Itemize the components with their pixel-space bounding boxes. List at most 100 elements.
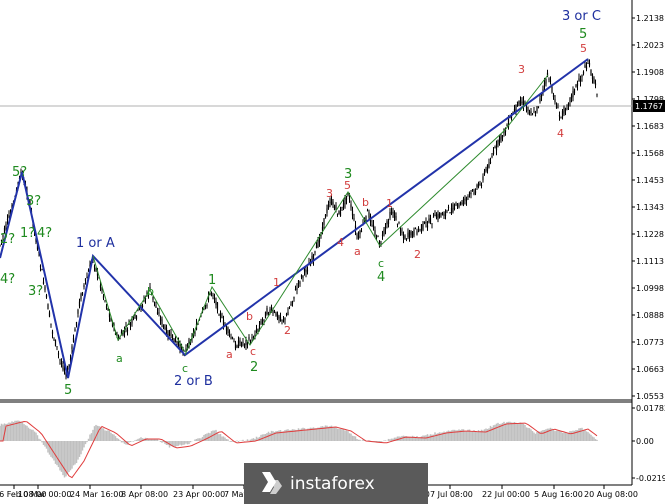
- osc-tick-label: 0.01782: [636, 404, 665, 413]
- candle-body: [321, 226, 324, 232]
- candle-body: [347, 194, 349, 196]
- candle-body: [497, 140, 499, 145]
- candle-body: [261, 319, 264, 321]
- candle-body: [426, 225, 429, 228]
- candle-body: [327, 204, 330, 209]
- candle-body: [458, 204, 460, 208]
- candle-body: [525, 107, 528, 109]
- candle-body: [42, 281, 45, 285]
- candle-body: [0, 240, 3, 242]
- current-price-box: [633, 100, 665, 112]
- wave-label-red-5-mid: 5: [344, 179, 351, 192]
- wave-label-green-3: 3: [344, 167, 352, 182]
- candle-body: [396, 223, 399, 225]
- candle-body: [561, 111, 564, 118]
- candle-body: [245, 339, 247, 346]
- oscillator-axis: 0.01782 0.00 -0.0219: [632, 404, 665, 483]
- candle-body: [342, 203, 345, 208]
- candle-body: [291, 301, 294, 304]
- candle-body: [318, 237, 321, 243]
- wave-label-red-2-mid: 2: [414, 248, 421, 261]
- candle-body: [528, 112, 531, 114]
- wave-line-green-abc: [92, 255, 186, 353]
- candle-body: [548, 78, 550, 80]
- candle-body: [500, 134, 502, 140]
- candle-body: [456, 204, 459, 206]
- candle-body: [378, 240, 381, 247]
- candle-body: [381, 234, 384, 236]
- candle-body: [405, 238, 408, 240]
- candle-body: [233, 341, 235, 343]
- candle-body: [402, 235, 405, 239]
- wave-label-green-2: 2: [250, 360, 258, 375]
- candle-body: [303, 268, 306, 272]
- candle-body: [44, 286, 46, 290]
- candle-body: [50, 323, 52, 325]
- candle-body: [225, 325, 228, 331]
- candle-body: [231, 337, 234, 339]
- candle-body: [410, 231, 412, 236]
- time-tick-label: 22 Jul 00:00: [482, 490, 530, 499]
- candle-body: [350, 204, 352, 208]
- candle-body: [323, 218, 325, 225]
- candle-body: [273, 311, 276, 313]
- candle-body: [372, 224, 375, 229]
- candle-body: [557, 107, 559, 109]
- candle-body: [540, 93, 543, 98]
- candle-body: [62, 365, 64, 370]
- candle-body: [45, 295, 48, 298]
- candle-body: [530, 111, 532, 114]
- candle-body: [315, 245, 318, 249]
- candle-body: [545, 79, 547, 84]
- candle-body: [332, 201, 334, 206]
- candle-body: [357, 235, 360, 239]
- candle-body: [414, 227, 417, 230]
- candle-body: [506, 125, 508, 127]
- price-tick-label: 1.0888: [636, 311, 664, 320]
- candle-body: [513, 108, 516, 113]
- candle-body: [47, 304, 49, 310]
- candle-body: [351, 210, 354, 216]
- time-tick-label: 7 Jul 08:00: [430, 490, 473, 499]
- watermark: instaforex: [244, 463, 428, 504]
- watermark-text: instaforex: [290, 474, 375, 494]
- candle-body: [86, 277, 88, 279]
- candle-body: [215, 301, 217, 305]
- candle-body: [270, 308, 273, 311]
- candle-body: [387, 221, 390, 224]
- candle-body: [482, 176, 484, 181]
- candle-body: [480, 184, 483, 186]
- candle-body: [149, 286, 151, 290]
- candle-body: [53, 338, 55, 340]
- candle-body: [567, 102, 570, 106]
- candle-body: [243, 343, 246, 345]
- candle-body: [290, 303, 292, 306]
- candle-body: [518, 100, 520, 106]
- candle-body: [186, 344, 189, 346]
- candle-body: [389, 211, 391, 219]
- candle-body: [411, 231, 414, 237]
- candle-body: [359, 230, 361, 235]
- candle-body: [162, 324, 165, 328]
- candle-body: [197, 323, 199, 325]
- candle-body: [447, 206, 450, 208]
- candle-body: [519, 100, 522, 105]
- candle-body: [471, 189, 474, 191]
- candle-body: [102, 295, 105, 299]
- candle-body: [375, 236, 378, 238]
- candle-body: [551, 85, 553, 93]
- candle-body: [450, 207, 453, 214]
- candle-body: [101, 287, 103, 291]
- candle-body: [476, 184, 478, 188]
- candle-body: [443, 214, 445, 216]
- wave-label-green-4: 4: [377, 270, 385, 285]
- candle-body: [546, 72, 549, 77]
- candle-body: [491, 156, 493, 158]
- candle-body: [417, 227, 420, 230]
- candle-body: [522, 100, 525, 107]
- wave-label-green-c-mid: c: [378, 257, 384, 270]
- wave-label-red-3-mid: 3: [326, 187, 333, 200]
- candle-body: [189, 342, 192, 345]
- candle-body: [74, 328, 76, 332]
- candle-body: [329, 201, 331, 203]
